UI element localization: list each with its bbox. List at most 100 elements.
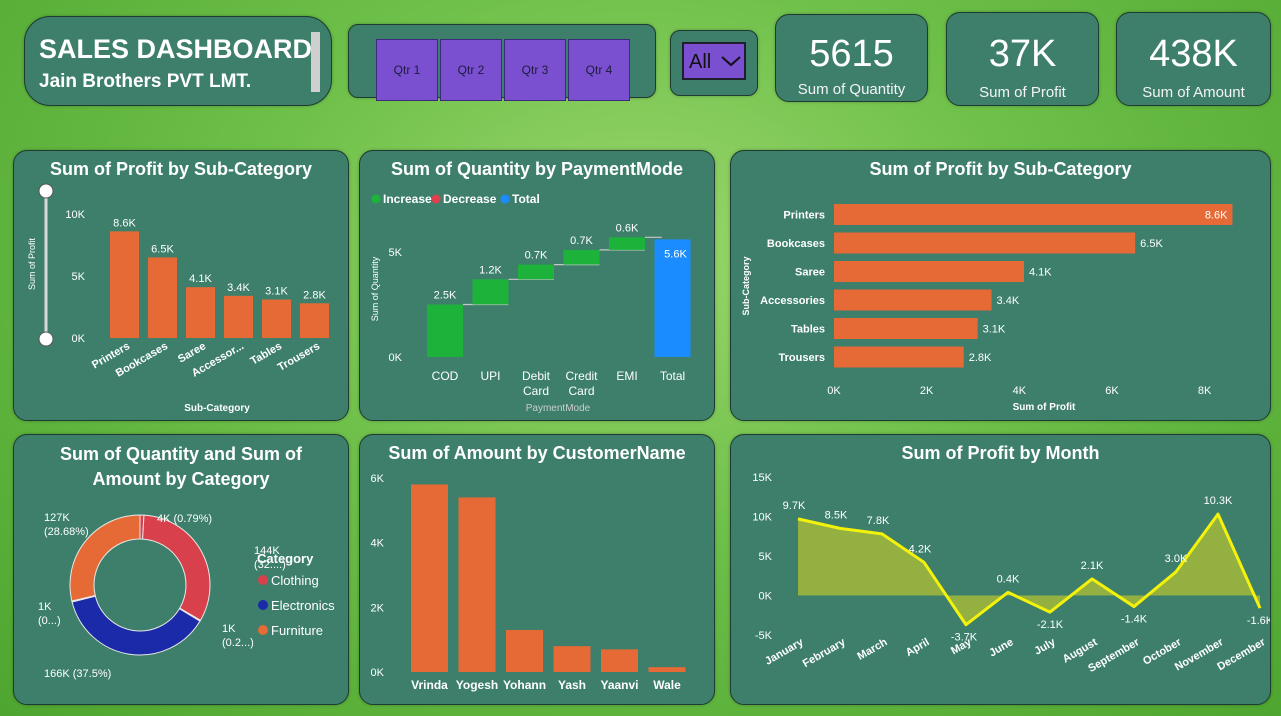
y-tick-label: Bookcases	[767, 238, 825, 250]
quantity-paymentmode-waterfall-card: Sum of Quantity by PaymentMode Increase D…	[359, 150, 715, 421]
legend-label: Decrease	[443, 192, 497, 206]
y-tick-label: Tables	[791, 324, 825, 336]
x-tick-label: July	[1032, 636, 1058, 658]
x-tick-label: Wale	[653, 678, 681, 692]
quantity-amount-category-donut-card: Sum of Quantity and Sum of Amount by Cat…	[13, 434, 349, 705]
data-label: 4.1K	[189, 273, 212, 285]
data-label: 6.5K	[151, 243, 174, 255]
legend-label: Electronics	[271, 598, 335, 613]
data-label: 2.8K	[969, 352, 992, 364]
x-tick-label: Total	[660, 369, 685, 383]
bar	[834, 204, 1233, 225]
quantity-amount-category-donut-chart: 4K (0.79%) 144K (32....) 1K (0.2...) 166K (37…	[38, 512, 335, 680]
header-card: SALES DASHBOARD Jain Brothers PVT LMT.	[24, 16, 332, 106]
x-tick-label: Vrinda	[411, 678, 448, 692]
bar	[563, 249, 600, 265]
bar	[458, 497, 496, 672]
bar	[224, 295, 253, 338]
y-tick-label: 15K	[752, 472, 772, 484]
dropdown-value: All	[689, 51, 712, 73]
legend-marker	[258, 575, 268, 585]
data-label: 8.5K	[825, 509, 848, 521]
chart-title: Sum of Quantity and Sum of Amount by Cat…	[60, 444, 302, 489]
profit-subcategory-column-card: Sum of Profit by Sub-Category Sum of Pro…	[13, 150, 349, 421]
data-label: 4.1K	[1029, 267, 1052, 279]
x-tick-label: December	[1215, 636, 1268, 673]
data-label: 2.1K	[1081, 560, 1104, 572]
donut-slice	[142, 514, 211, 621]
bar	[601, 649, 638, 672]
x-tick-label: COD	[432, 369, 459, 383]
profit-line	[797, 512, 1262, 627]
chart-title: Sum of Profit by Month	[901, 443, 1100, 463]
bar	[427, 304, 463, 357]
chevron-down-icon	[721, 56, 741, 67]
bar	[518, 264, 554, 280]
x-tick-label: Yohann	[503, 678, 546, 692]
y-tick-label: 0K	[389, 352, 403, 364]
x-tick-label: 8K	[1198, 385, 1212, 397]
x-tick-label: 6K	[1105, 385, 1119, 397]
kpi-quantity-card: 5615 Sum of Quantity	[775, 14, 928, 102]
qtr-1-button[interactable]: Qtr 1	[376, 39, 438, 101]
kpi-amount-card: 438K Sum of Amount	[1116, 12, 1271, 106]
data-label: 8.6K	[113, 217, 136, 229]
x-axis-label: Sub-Category	[184, 403, 250, 414]
bar	[834, 232, 1136, 254]
y-tick-label: 10K	[65, 209, 85, 221]
qtr-4-button[interactable]: Qtr 4	[568, 39, 630, 101]
kpi-amount-value: 438K	[1149, 33, 1238, 75]
x-tick-label: 2K	[920, 385, 934, 397]
data-label: -2.1K	[1037, 619, 1064, 631]
bar	[553, 646, 591, 672]
x-tick-label: Yaanvi	[600, 678, 638, 692]
x-tick-label: 0K	[827, 385, 841, 397]
legend-label: Furniture	[271, 623, 323, 638]
legend-label: Total	[512, 192, 540, 206]
y-axis-label: Sub-Category	[741, 256, 751, 315]
x-axis-label: Sum of Profit	[1013, 402, 1076, 413]
bar	[300, 303, 329, 338]
data-label: 0.4K	[997, 573, 1020, 585]
y-tick-label: Trousers	[779, 352, 825, 364]
kpi-profit-label: Sum of Profit	[979, 84, 1066, 101]
data-label: 9.7K	[783, 500, 806, 512]
x-tick-label: March	[855, 636, 889, 663]
filter-dropdown[interactable]: All	[682, 42, 746, 80]
profit-subcategory-column-chart: Sum of Profit0K5K10K8.6KPrinters6.5KBook…	[27, 183, 329, 414]
qtr-2-button[interactable]: Qtr 2	[440, 39, 502, 101]
kpi-amount-label: Sum of Amount	[1142, 84, 1245, 101]
data-label: 3.0K	[1165, 553, 1188, 565]
legend-marker	[258, 600, 268, 610]
bar	[654, 239, 691, 357]
donut-slice	[69, 514, 141, 602]
data-label: 0.7K	[525, 250, 548, 262]
bar	[609, 237, 645, 250]
x-tick-label: Card	[568, 384, 594, 398]
chart-title: Sum of Amount by CustomerName	[388, 443, 686, 463]
kpi-quantity-value: 5615	[809, 33, 894, 75]
y-tick-label: 0K	[72, 333, 86, 345]
slice-label: 144K (32....)	[254, 545, 286, 571]
range-slider-handle-bottom	[38, 331, 54, 347]
chart-title: Sum of Quantity by PaymentMode	[390, 159, 684, 179]
data-label: 1.2K	[479, 264, 502, 276]
y-tick-label: Accessories	[760, 295, 825, 307]
x-tick-label: Credit	[565, 369, 598, 383]
data-label: -3.7K	[951, 632, 978, 644]
legend-label: Clothing	[271, 573, 319, 588]
header-accent-bar	[311, 32, 320, 92]
kpi-profit-value: 37K	[988, 33, 1057, 75]
bar	[262, 299, 291, 338]
range-slider-handle-top	[38, 183, 54, 199]
slice-label: 166K (37.5%)	[44, 668, 111, 680]
slice-label: 1K (0...)	[38, 601, 61, 627]
qtr-3-button[interactable]: Qtr 3	[504, 39, 566, 101]
x-tick-label: Card	[523, 384, 549, 398]
x-tick-label: Yogesh	[456, 678, 498, 692]
data-label: 3.1K	[265, 286, 288, 298]
data-label: 0.6K	[616, 222, 639, 234]
kpi-quantity-label: Sum of Quantity	[797, 81, 906, 98]
y-tick-label: 0K	[759, 591, 773, 603]
legend-marker	[431, 194, 441, 204]
